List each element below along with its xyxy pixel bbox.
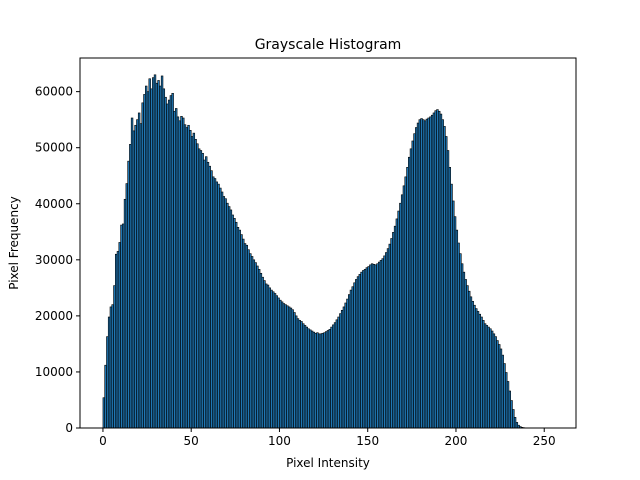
x-tick-label: 200 [445,434,468,448]
y-tick-label: 50000 [35,141,73,155]
x-axis: 0 50 100 150 200 250 [99,428,556,448]
y-tick-label: 0 [65,421,73,435]
y-tick-label: 60000 [35,85,73,99]
x-axis-label: Pixel Intensity [286,456,370,470]
y-axis: 0 10000 20000 30000 40000 50000 60000 [35,85,80,435]
x-tick-label: 100 [268,434,291,448]
plot-frame [79,57,577,429]
x-tick-label: 150 [356,434,379,448]
y-tick-label: 10000 [35,365,73,379]
y-tick-label: 40000 [35,197,73,211]
x-tick-label: 250 [533,434,556,448]
x-tick-label: 50 [184,434,199,448]
bars-group [102,74,536,429]
x-tick-label: 0 [99,434,107,448]
y-tick-label: 20000 [35,309,73,323]
chart-title: Grayscale Histogram [255,37,402,53]
y-axis-label: Pixel Frequency [7,196,21,290]
y-tick-label: 30000 [35,253,73,267]
